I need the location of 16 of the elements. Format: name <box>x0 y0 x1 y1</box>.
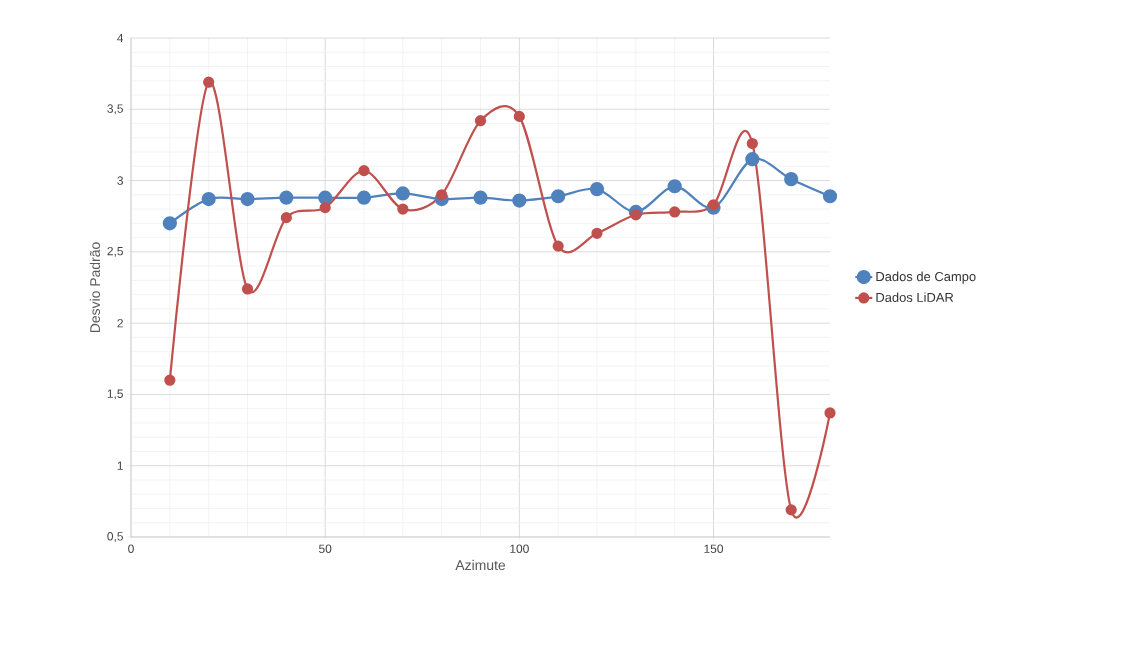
legend-label: Dados de Campo <box>876 271 976 284</box>
y-tick-label: 2,5 <box>107 246 123 257</box>
y-tick-label: 4 <box>117 33 124 43</box>
y-axis-title: Desvio Padrão <box>89 242 101 333</box>
y-tick-label: 3,5 <box>107 104 123 115</box>
legend-label: Dados LiDAR <box>876 292 954 302</box>
y-tick-label: 2 <box>117 318 123 328</box>
y-tick-label: 3 <box>117 176 123 185</box>
x-tick-label: 100 <box>510 544 529 553</box>
y-tick-label: 1,5 <box>107 389 123 400</box>
y-tick-label: 1 <box>117 461 123 470</box>
x-tick-label: 150 <box>704 544 724 553</box>
x-axis-title: Azimute <box>455 559 506 571</box>
y-tick-label: 0,5 <box>107 532 123 542</box>
x-tick-label: 0 <box>128 544 134 553</box>
x-tick-label: 50 <box>319 544 332 553</box>
